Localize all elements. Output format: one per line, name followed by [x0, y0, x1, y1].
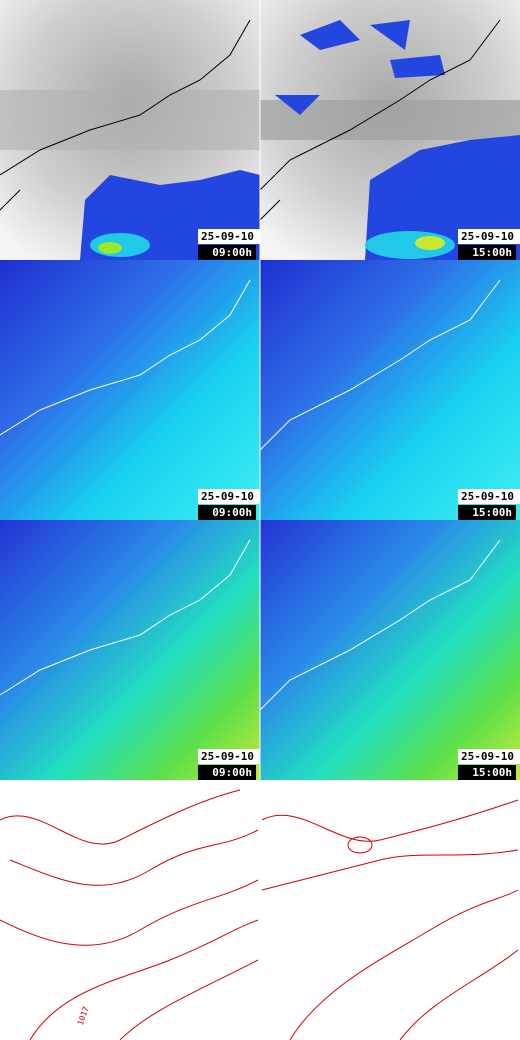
time-box [198, 245, 256, 260]
time-box [458, 765, 516, 780]
date-label: 25-09-10 [461, 230, 514, 243]
time-label: 09:00h [212, 246, 252, 259]
time-label: 15:00h [472, 246, 512, 259]
date-label: 25-09-10 [201, 750, 254, 763]
rain-core [415, 236, 445, 250]
wind-panel [0, 520, 260, 780]
coastlines [0, 19, 501, 711]
wind-panel [0, 260, 260, 520]
isobars [0, 789, 519, 1040]
contour-label: 1017 [76, 1005, 91, 1026]
time-label: 15:00h [472, 766, 512, 779]
time-box [458, 245, 516, 260]
time-box [458, 505, 516, 520]
date-box [458, 229, 520, 244]
time-label: 09:00h [212, 766, 252, 779]
time-label: 09:00h [212, 506, 252, 519]
rain-area [275, 20, 445, 115]
date-box [198, 229, 260, 244]
date-label: 25-09-10 [461, 750, 514, 763]
wind-panel [260, 260, 520, 520]
date-box [198, 489, 260, 504]
date-box [458, 489, 520, 504]
date-label: 25-09-10 [201, 230, 254, 243]
rain-area [365, 135, 520, 260]
date-box [198, 749, 260, 764]
date-label: 25-09-10 [461, 490, 514, 503]
time-label: 15:00h [472, 506, 512, 519]
time-box [198, 765, 256, 780]
cloud-band [0, 90, 260, 150]
date-box [458, 749, 520, 764]
time-box [198, 505, 256, 520]
date-label: 25-09-10 [201, 490, 254, 503]
wind-panel [260, 520, 520, 780]
rain-core [98, 242, 122, 254]
